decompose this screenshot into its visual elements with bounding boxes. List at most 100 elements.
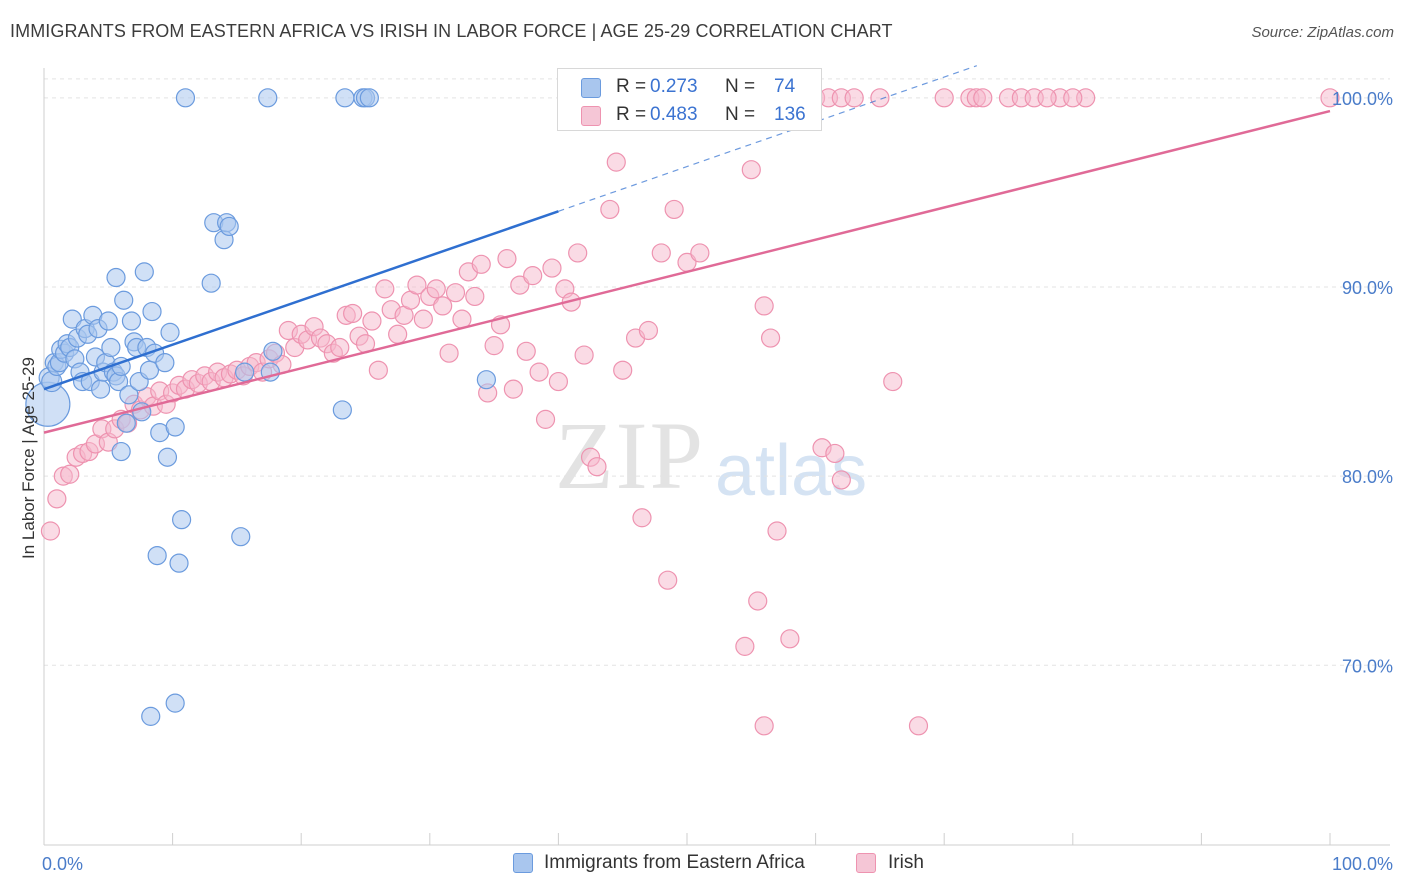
point-eastern-africa	[98, 311, 118, 331]
point-eastern-africa	[106, 267, 126, 288]
y-tick-label: 70.0%	[1342, 656, 1393, 676]
point-irish	[413, 309, 433, 329]
legend-r-label: R =	[616, 76, 647, 97]
point-irish	[535, 409, 556, 429]
point-irish	[606, 152, 626, 172]
point-eastern-africa	[219, 216, 239, 237]
point-eastern-africa	[359, 88, 379, 108]
point-eastern-africa	[165, 417, 185, 437]
legend-r-value: 0.273	[650, 76, 698, 97]
trend-line-irish	[43, 109, 1331, 434]
legend-label-eastern-africa: Immigrants from Eastern Africa	[544, 852, 805, 873]
point-irish	[439, 343, 459, 363]
point-irish	[407, 275, 427, 295]
legend-n-label: N =	[725, 104, 756, 125]
point-eastern-africa	[165, 693, 185, 713]
point-irish	[754, 296, 774, 316]
legend-r-label: R =	[616, 104, 647, 125]
point-irish	[465, 286, 485, 307]
point-irish	[1320, 88, 1340, 108]
point-irish	[587, 457, 607, 477]
point-eastern-africa	[62, 309, 82, 329]
legend-n-label: N =	[725, 76, 756, 97]
legend-row-eastern-africa: R = 0.273 N = 74	[558, 73, 821, 101]
point-irish	[735, 636, 755, 656]
point-eastern-africa	[157, 447, 178, 467]
point-irish	[831, 470, 851, 490]
point-eastern-africa	[121, 311, 142, 331]
series-eastern-africa-points	[25, 88, 496, 726]
correlation-legend: R = 0.273 N = 74 R = 0.483 N = 136	[557, 68, 822, 131]
point-irish	[362, 311, 382, 331]
legend-n-value: 136	[774, 104, 806, 125]
point-irish	[484, 336, 504, 356]
point-irish	[426, 279, 446, 299]
point-irish	[632, 508, 652, 528]
point-irish	[568, 243, 588, 263]
point-irish	[658, 570, 678, 590]
point-irish	[503, 379, 523, 399]
point-irish	[529, 362, 549, 382]
point-irish	[574, 345, 594, 365]
point-irish	[523, 266, 543, 286]
point-irish	[844, 88, 864, 108]
point-irish	[510, 275, 530, 295]
point-eastern-africa	[476, 370, 496, 390]
point-eastern-africa	[116, 413, 136, 433]
point-irish	[741, 160, 761, 180]
point-irish	[883, 371, 903, 392]
point-irish	[497, 249, 517, 269]
trend-line-eastern-africa	[43, 210, 559, 391]
point-eastern-africa	[111, 441, 131, 462]
point-irish	[542, 258, 562, 278]
source-label: Source: ZipAtlas.com	[1251, 24, 1394, 41]
point-irish	[600, 199, 620, 220]
point-irish	[825, 443, 845, 464]
point-irish	[651, 243, 671, 263]
y-axis-title: In Labor Force | Age 25-29	[19, 357, 38, 559]
y-tick-label: 80.0%	[1342, 467, 1393, 487]
point-irish	[870, 88, 890, 108]
trend-lines	[43, 65, 1331, 434]
point-irish	[760, 328, 781, 348]
tick-labels: 70.0% 80.0% 90.0% 100.0% 0.0% 100.0% In Labor …	[19, 89, 1393, 874]
point-eastern-africa	[332, 400, 352, 420]
point-eastern-africa	[142, 301, 162, 322]
point-irish	[330, 337, 350, 358]
point-eastern-africa	[134, 262, 154, 282]
point-irish	[908, 716, 929, 736]
point-eastern-africa	[235, 362, 255, 382]
y-tick-label: 90.0%	[1342, 278, 1393, 298]
series-legend: Immigrants from Eastern Africa Irish	[0, 851, 1406, 877]
point-irish	[638, 320, 659, 341]
point-irish	[47, 489, 67, 509]
point-eastern-africa	[141, 706, 161, 726]
point-irish	[375, 279, 395, 299]
point-eastern-africa	[335, 88, 355, 108]
point-irish	[471, 254, 491, 274]
point-irish	[343, 303, 363, 324]
legend-r-value: 0.483	[650, 104, 698, 125]
point-irish	[973, 88, 993, 108]
point-irish	[516, 341, 536, 361]
x-tick-label-max: 100.0%	[1332, 854, 1393, 874]
point-eastern-africa	[119, 385, 139, 405]
point-irish	[934, 88, 954, 108]
trend-line-eastern-africa-extension	[558, 65, 978, 212]
point-irish	[40, 521, 61, 541]
point-eastern-africa	[160, 322, 180, 342]
point-eastern-africa	[201, 273, 221, 293]
point-eastern-africa	[147, 545, 167, 566]
point-irish	[1063, 88, 1083, 108]
point-eastern-africa	[90, 379, 111, 399]
point-irish	[388, 324, 408, 344]
legend-swatch-eastern-africa	[581, 78, 601, 98]
point-eastern-africa	[263, 341, 283, 361]
point-irish	[690, 243, 710, 263]
legend-swatch-irish	[856, 853, 876, 873]
point-irish	[613, 360, 633, 380]
legend-label-irish: Irish	[888, 852, 924, 873]
point-irish	[445, 283, 466, 303]
point-irish	[664, 199, 684, 220]
